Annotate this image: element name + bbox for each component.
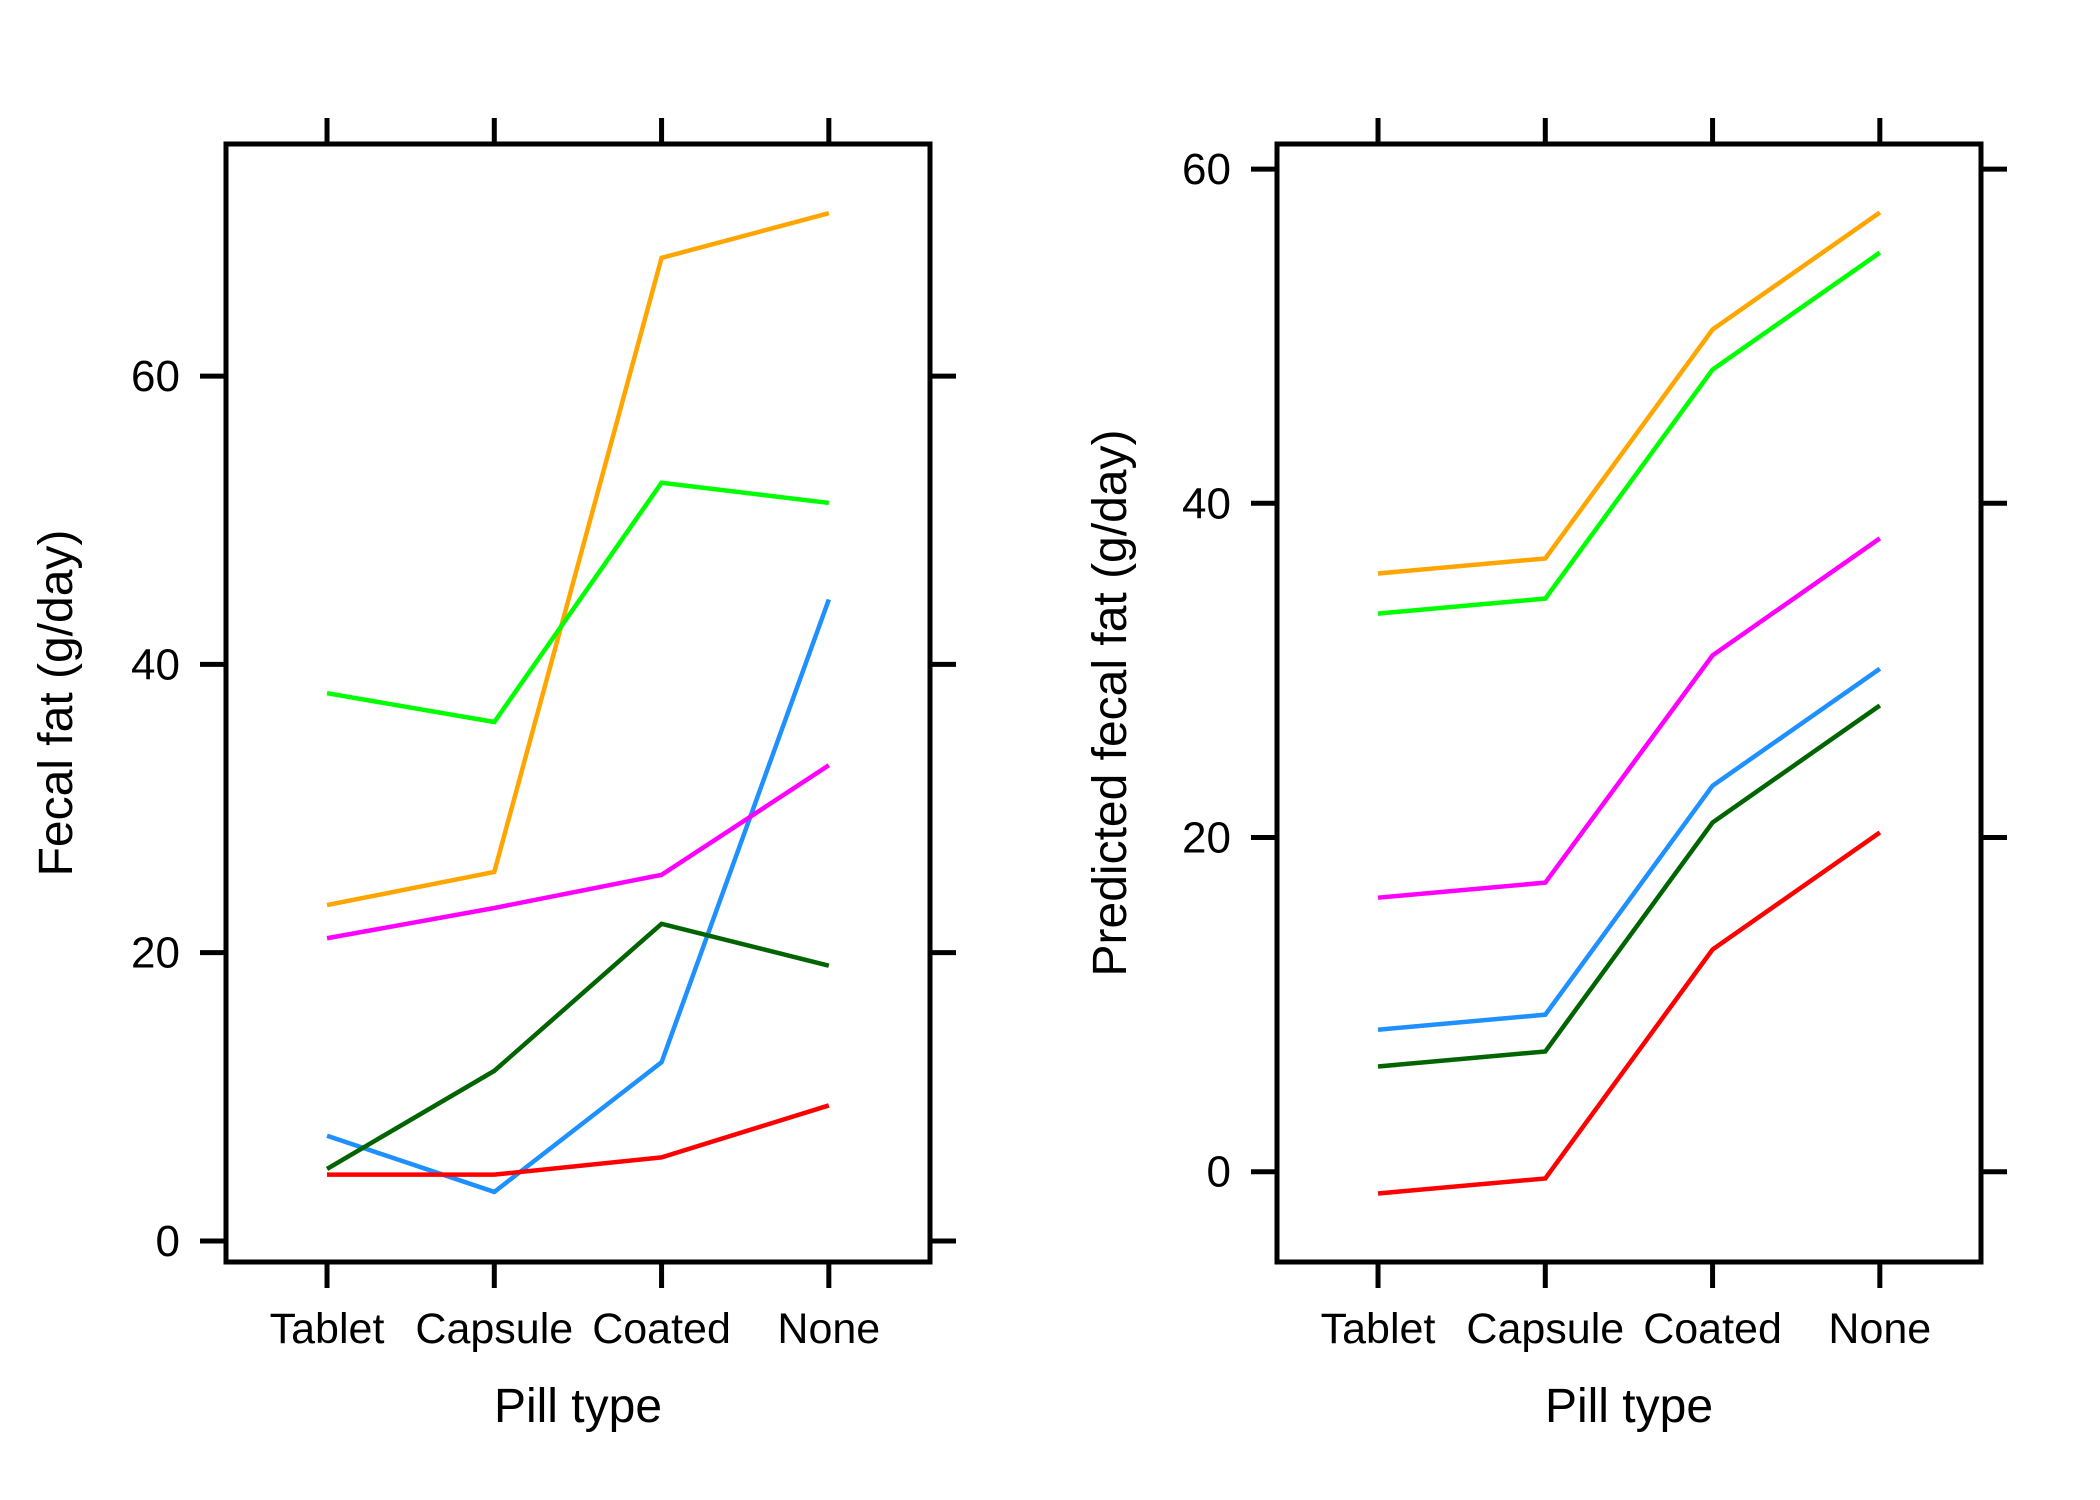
series-line-subject-5 (1377, 210, 1882, 576)
x-tick-label: Tablet (1321, 1305, 1436, 1353)
series-line-subject-1 (1377, 666, 1882, 1032)
y-tick-label: 60 (131, 352, 180, 401)
x-tick-label: Coated (592, 1305, 731, 1353)
plot-box (1274, 141, 1984, 1265)
y-tick-label: 40 (131, 640, 180, 689)
series-line-subject-1 (326, 598, 831, 1195)
y-axis-title: Predicted fecal fat (g/day) (1084, 430, 1137, 977)
panel-1: Tablet Capsule Coated None 0 20 40 60 Pill type F… (30, 118, 956, 1433)
y-tick-label: 60 (1182, 145, 1231, 194)
y-tick-label: 0 (156, 1217, 180, 1266)
y-axis-title: Fecal fat (g/day) (30, 530, 83, 877)
y-tick-label: 40 (1182, 479, 1231, 528)
series-line-subject-3 (1377, 703, 1882, 1069)
panel-2: Tablet Capsule Coated None 0 20 40 60 Pill type P… (1084, 118, 2007, 1433)
x-tick-label: Tablet (270, 1305, 385, 1353)
plot-box (223, 141, 933, 1265)
x-tick-label: Capsule (1466, 1305, 1624, 1353)
series-line-subject-3 (325, 921, 830, 1171)
series-line-subject-6 (326, 480, 830, 725)
series-line-subject-4 (327, 1103, 830, 1177)
x-tick-label: Coated (1643, 1305, 1782, 1353)
series-line-subject-2 (1377, 536, 1882, 900)
x-tick-label: None (1828, 1305, 1931, 1353)
y-tick-label: 0 (1207, 1148, 1231, 1197)
series-line-subject-4 (1377, 830, 1882, 1196)
x-axis-title: Pill type (1545, 1380, 1713, 1433)
series-line-subject-2 (326, 763, 831, 941)
x-tick-label: Capsule (415, 1305, 573, 1353)
series-line-subject-6 (1377, 250, 1882, 616)
x-tick-label: None (777, 1305, 880, 1353)
y-tick-label: 20 (131, 929, 180, 978)
y-tick-label: 20 (1182, 813, 1231, 862)
series-line-subject-5 (326, 211, 830, 908)
x-axis-title: Pill type (494, 1380, 662, 1433)
